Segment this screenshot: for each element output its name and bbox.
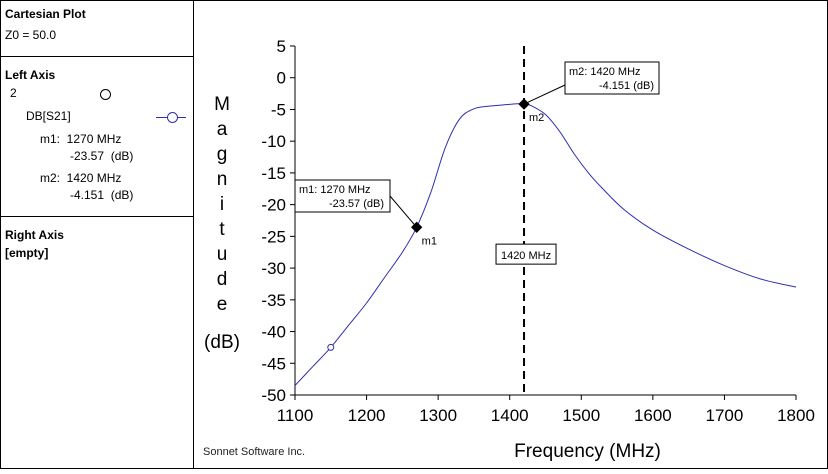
plot-type-label: Cartesian Plot [5,7,86,21]
m2-box-line1: m2: 1420 MHz [569,66,641,78]
x-tick-label: 1400 [491,406,529,425]
trace-open-marker [327,343,335,351]
m1-value: -23.57 (dB) [70,149,134,163]
y-tick-label: 0 [277,69,286,88]
y-axis-label-letter: M [214,94,230,115]
vertical-line-label-box [495,243,557,265]
m2-label-box [564,61,660,95]
y-axis-label-letter: u [217,244,228,265]
series-line [294,103,797,386]
y-axis-label-letter: a [217,119,228,140]
y-axis-label-letter: n [217,169,228,190]
y-axis-label-letter: i [220,194,224,215]
y-tick-label: -5 [271,100,286,119]
axis-circle-icon[interactable] [100,89,111,100]
y-tick-label: -45 [261,354,286,373]
trace-name[interactable]: DB[S21] [26,109,71,123]
x-tick-label: 1100 [277,406,314,425]
m1-marker-point [411,221,423,233]
y-axis-label-letter: g [217,144,228,165]
x-tick-label: 1500 [562,406,600,425]
y-tick-label: -25 [261,227,286,246]
m1-marker-label: m1 [422,235,437,247]
y-axis-label-unit: (dB) [204,332,240,353]
m1-frequency: m1: 1270 MHz [40,132,122,146]
x-tick-label: 1600 [634,406,672,425]
m1-box-line1: m1: 1270 MHz [299,184,371,196]
m1-box-line2: -23.57 (dB) [329,198,384,210]
y-tick-label: -40 [261,323,286,342]
y-tick-label: -15 [261,164,286,183]
m1-label-box [294,179,391,213]
footer-credit: Sonnet Software Inc. [203,446,306,458]
y-tick-label: 5 [277,37,286,56]
x-tick-label: 1200 [348,406,386,425]
x-tick-label: 1700 [706,406,744,425]
y-axis-label-letter: d [217,269,228,290]
y-tick-label: -35 [261,291,286,310]
plot-info-box: Cartesian Plot Z0 = 50.0 [0,0,193,57]
m2-frequency: m2: 1420 MHz [40,171,122,185]
y-tick-label: -30 [261,259,286,278]
y-tick-label: -50 [261,386,286,405]
plot-area[interactable]: 5 0 -5 -10 -15 -20 -25 -30 -35 -40 -45 -50 1100 1200 1… [194,0,828,469]
left-axis-box[interactable]: Left Axis 2 DB[S21] m1: 1270 MHz -23.57 … [0,57,193,217]
left-axis-title: Left Axis [5,68,56,82]
x-axis-label: Frequency (MHz) [514,441,661,462]
m2-box-line2: -4.151 (dB) [599,80,654,92]
m2-leader-line [523,84,566,105]
x-tick-label: 1300 [419,406,457,425]
m2-marker-label: m2 [529,112,544,124]
vertical-line-label: 1420 MHz [501,250,551,262]
z0-label: Z0 = 50.0 [5,28,57,42]
m1-leader-line [389,195,418,228]
y-tick-label: -20 [261,196,286,215]
right-axis-value: [empty] [5,246,49,260]
info-panel: Cartesian Plot Z0 = 50.0 Left Axis 2 DB[… [0,0,194,469]
right-axis-title: Right Axis [5,228,64,242]
left-axis-number: 2 [10,86,17,100]
m2-marker-point [518,98,530,110]
x-tick-label: 1800 [777,406,815,425]
y-axis-label-letter: t [219,219,225,240]
y-tick-label: -10 [261,132,286,151]
trace-legend-marker-icon [167,112,178,123]
y-axis-label-letter: e [217,294,228,315]
m2-value: -4.151 (dB) [70,188,134,202]
right-axis-box[interactable]: Right Axis [empty] [0,217,193,469]
